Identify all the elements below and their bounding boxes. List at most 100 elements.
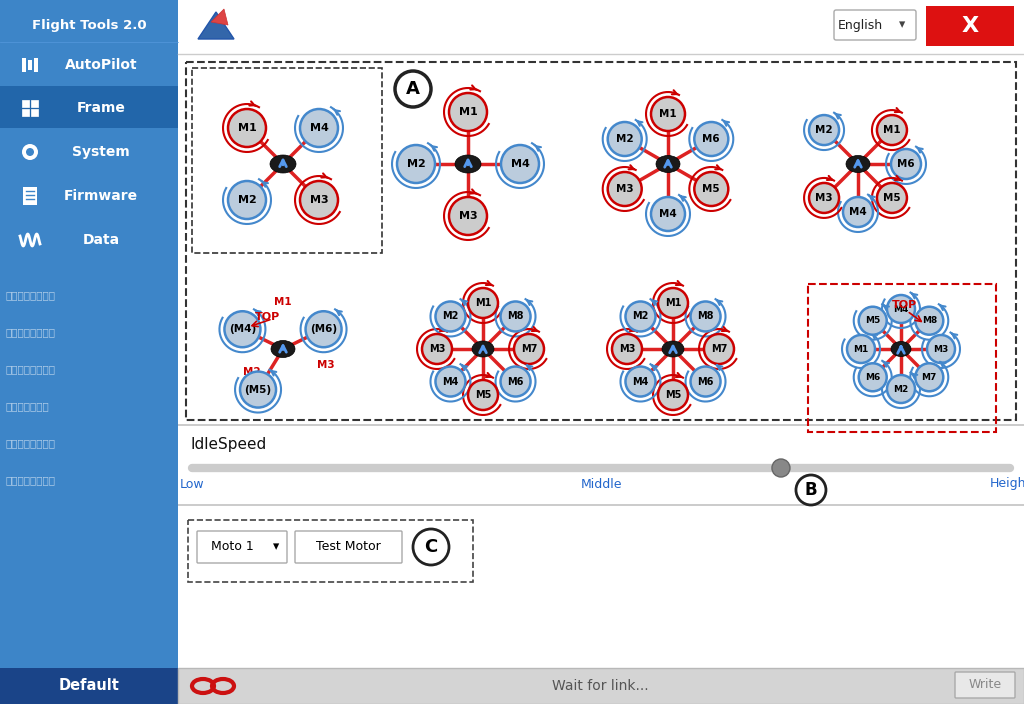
Text: 度，越大的値对高: 度，越大的値对高 [6,438,56,448]
Circle shape [694,122,728,156]
Text: M3: M3 [933,344,948,353]
Circle shape [658,380,688,410]
Text: AutoPilot: AutoPilot [65,58,137,72]
Text: M6: M6 [897,159,914,169]
Circle shape [877,183,907,213]
Text: B: B [805,481,817,499]
Circle shape [927,335,955,363]
Circle shape [240,372,276,408]
Circle shape [915,363,943,391]
FancyBboxPatch shape [834,10,916,40]
Ellipse shape [662,341,684,357]
Circle shape [690,367,721,396]
Circle shape [449,93,487,131]
Ellipse shape [270,155,296,173]
Circle shape [705,334,734,364]
Text: M5: M5 [702,184,720,194]
Circle shape [694,172,728,206]
Circle shape [501,367,530,396]
Text: (M5): (M5) [245,384,271,394]
Circle shape [435,301,466,332]
Text: M2: M2 [615,134,634,144]
Text: M3: M3 [309,195,329,205]
Circle shape [915,307,943,334]
Bar [0,668,178,704]
Bar [178,54,1024,674]
Text: Data: Data [83,233,120,247]
Bar [22,58,26,72]
Circle shape [228,181,266,219]
Text: 在飞行器不启动的: 在飞行器不启动的 [6,364,56,374]
Circle shape [435,367,466,396]
Text: M3: M3 [615,184,634,194]
Circle shape [626,301,655,332]
Circle shape [300,181,338,219]
Bar [23,187,37,205]
Circle shape [422,334,452,364]
Text: (M4): (M4) [228,325,256,334]
Ellipse shape [891,341,911,356]
Circle shape [877,115,907,145]
Text: A: A [407,80,420,98]
Circle shape [300,109,338,147]
Text: M6: M6 [702,134,720,144]
Circle shape [224,311,260,347]
Circle shape [501,145,539,183]
Text: Firmware: Firmware [63,189,138,203]
Text: TOP: TOP [892,300,918,310]
Bar [34,58,38,72]
Text: M1: M1 [238,123,256,133]
Text: M2: M2 [815,125,833,135]
Text: Height: Height [989,477,1024,491]
Text: M2: M2 [893,384,908,394]
Circle shape [859,307,887,334]
Circle shape [651,97,685,131]
Bar [31,109,38,116]
Circle shape [651,197,685,231]
Text: M4: M4 [511,159,529,169]
Text: 度，越大的値定位: 度，越大的値定位 [6,475,56,485]
Circle shape [607,122,642,156]
Text: M3: M3 [429,344,445,354]
Text: M6: M6 [507,377,523,386]
Text: Test Motor: Test Motor [315,541,380,553]
Circle shape [397,145,435,183]
Text: M3: M3 [618,344,635,354]
Text: M6: M6 [697,377,714,386]
Circle shape [847,335,874,363]
Text: M3: M3 [815,193,833,203]
Text: 的参数控制飞行器: 的参数控制飞行器 [6,290,56,300]
Text: ▾: ▾ [899,18,905,32]
Text: M5: M5 [475,390,492,400]
Text: M3: M3 [316,360,335,370]
Circle shape [887,295,915,323]
Text: M2: M2 [442,311,459,322]
FancyBboxPatch shape [197,531,287,563]
Bar [186,62,1016,420]
Text: M5: M5 [665,390,681,400]
Text: M1: M1 [665,298,681,308]
Ellipse shape [455,155,481,173]
Text: 度，越大容易平: 度，越大容易平 [6,401,50,411]
Text: TOP: TOP [255,312,280,322]
Bar [22,109,29,116]
Text: M7: M7 [711,344,727,354]
Bar [926,6,1014,46]
Circle shape [796,475,826,505]
Text: M8: M8 [507,311,524,322]
Bar [28,60,32,70]
Bar [808,284,996,432]
Text: English: English [838,18,883,32]
Bar [193,68,382,253]
Circle shape [809,115,839,145]
Text: M4: M4 [442,377,459,386]
Circle shape [658,288,688,318]
Circle shape [449,197,487,235]
Circle shape [690,301,721,332]
Text: Flight Tools 2.0: Flight Tools 2.0 [32,20,146,32]
Text: Write: Write [969,679,1001,691]
Circle shape [843,197,873,227]
Text: Moto 1: Moto 1 [211,541,253,553]
Text: ▾: ▾ [272,541,280,553]
Bar [178,0,1024,54]
